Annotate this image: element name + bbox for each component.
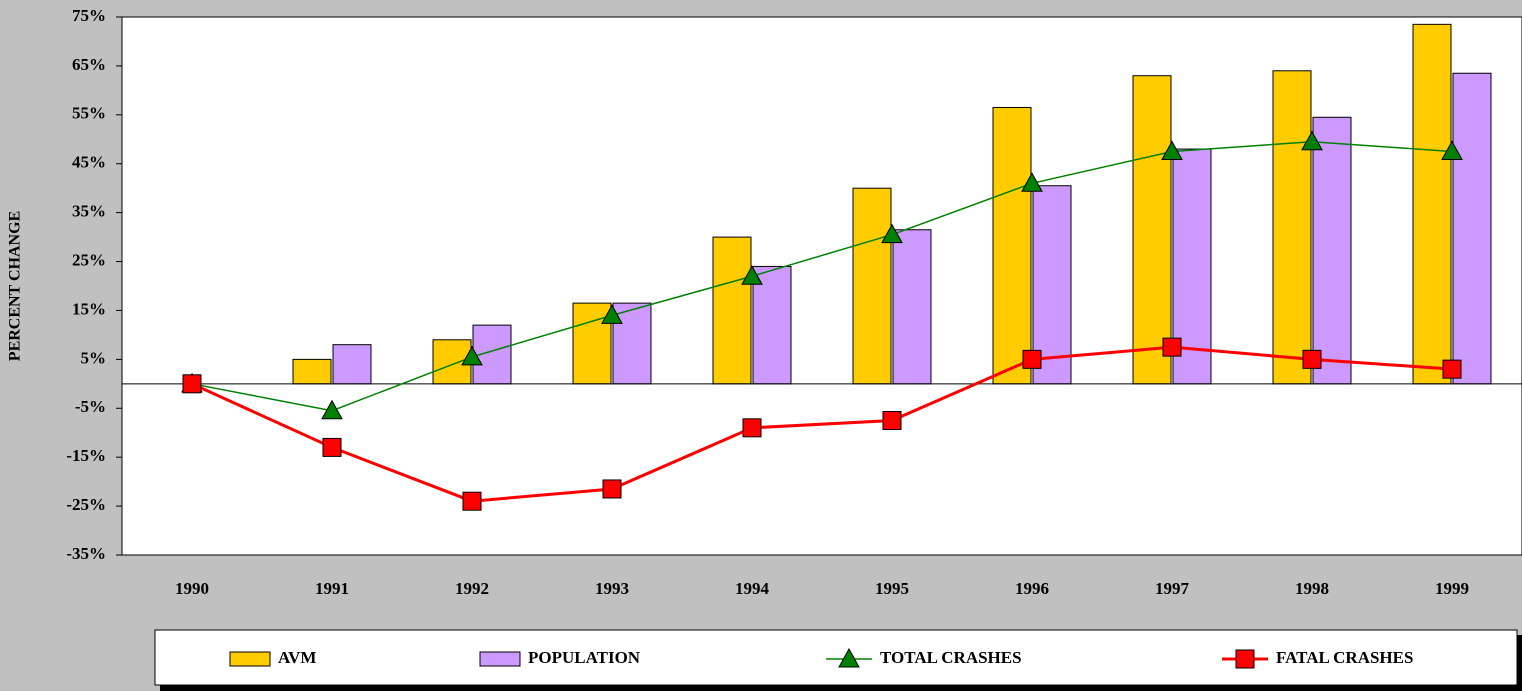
legend-marker [1235, 649, 1255, 669]
marker [1021, 172, 1043, 192]
bar [612, 302, 652, 385]
marker [881, 223, 903, 244]
marker [882, 411, 902, 430]
marker [601, 304, 623, 324]
marker [1302, 349, 1322, 369]
marker [1441, 140, 1463, 160]
y-axis-label: PERCENT CHANGE [7, 211, 24, 361]
bar [852, 187, 892, 385]
legend-label: POPULATION [528, 648, 641, 667]
y-tick-label: 65% [72, 55, 106, 74]
x-tick-label: 1999 [1435, 579, 1469, 598]
y-tick-label: -5% [75, 397, 106, 416]
x-tick-label: 1991 [315, 579, 349, 598]
y-tick-label: 45% [72, 153, 106, 172]
bar [892, 229, 932, 385]
bar [1412, 23, 1452, 385]
x-tick-label: 1994 [735, 579, 770, 598]
marker [1022, 349, 1042, 369]
bar [292, 358, 332, 385]
y-tick-label: 5% [81, 348, 107, 367]
legend-swatch [479, 651, 521, 667]
y-tick-label: 25% [72, 250, 106, 269]
x-tick-label: 1990 [175, 579, 209, 598]
marker [462, 491, 482, 511]
legend-label: TOTAL CRASHES [880, 648, 1022, 667]
y-tick-label: -35% [66, 544, 106, 563]
bar [1452, 72, 1492, 385]
marker [321, 399, 343, 420]
marker [1442, 359, 1462, 379]
bar [712, 236, 752, 385]
bar [1132, 75, 1172, 385]
bar [992, 106, 1032, 385]
plot-area [121, 16, 1522, 556]
marker [461, 345, 483, 366]
y-tick-label: 35% [72, 202, 106, 221]
legend-marker [838, 647, 860, 668]
y-tick-label: -15% [66, 446, 106, 465]
marker [1301, 130, 1323, 151]
legend-label: AVM [278, 648, 316, 667]
bar [332, 344, 372, 385]
marker [1162, 337, 1182, 357]
y-tick-label: 75% [72, 6, 106, 25]
marker [742, 418, 762, 438]
x-tick-label: 1995 [875, 579, 909, 598]
bar [572, 302, 612, 385]
y-tick-label: 15% [72, 299, 106, 318]
x-tick-label: 1998 [1295, 579, 1329, 598]
bar [1312, 116, 1352, 385]
x-tick-label: 1993 [595, 579, 629, 598]
legend [154, 629, 1518, 686]
marker [602, 479, 622, 499]
marker [1161, 140, 1183, 160]
legend-label: FATAL CRASHES [1276, 648, 1413, 667]
marker [322, 437, 342, 457]
x-tick-label: 1996 [1015, 579, 1049, 598]
y-tick-label: 55% [72, 104, 106, 123]
x-tick-label: 1997 [1155, 579, 1190, 598]
marker [182, 374, 202, 394]
line [191, 345, 1453, 503]
marker [741, 265, 763, 285]
bar [752, 265, 792, 385]
y-tick-label: -25% [66, 495, 106, 514]
x-tick-label: 1992 [455, 579, 489, 598]
bar [1272, 70, 1312, 385]
line [191, 140, 1453, 412]
legend-swatch [229, 651, 271, 667]
